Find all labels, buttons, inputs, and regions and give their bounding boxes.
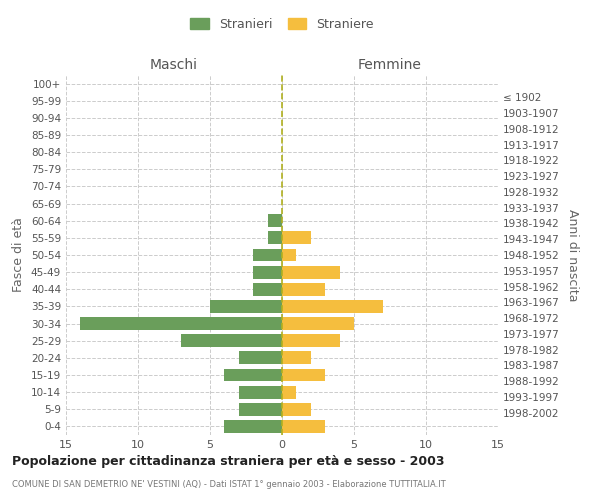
Bar (282, 420, 325, 433)
Bar (282, 334, 340, 347)
Bar (210, 300, 282, 313)
Bar (224, 420, 282, 433)
Bar (282, 283, 325, 296)
Y-axis label: Anni di nascita: Anni di nascita (566, 209, 579, 301)
Bar (282, 368, 325, 382)
Bar (282, 386, 296, 398)
Bar (268, 232, 282, 244)
Text: COMUNE DI SAN DEMETRIO NE' VESTINI (AQ) - Dati ISTAT 1° gennaio 2003 - Elaborazi: COMUNE DI SAN DEMETRIO NE' VESTINI (AQ) … (12, 480, 446, 489)
Bar (253, 248, 282, 262)
Bar (253, 266, 282, 278)
Bar (282, 266, 340, 278)
Bar (239, 403, 282, 415)
Bar (282, 317, 354, 330)
Text: Maschi: Maschi (150, 58, 198, 71)
Bar (282, 248, 296, 262)
Bar (239, 386, 282, 398)
Bar (282, 232, 311, 244)
Text: Femmine: Femmine (358, 58, 422, 71)
Bar (253, 283, 282, 296)
Text: Popolazione per cittadinanza straniera per età e sesso - 2003: Popolazione per cittadinanza straniera p… (12, 455, 445, 468)
Bar (282, 403, 311, 415)
Bar (282, 352, 311, 364)
Bar (282, 300, 383, 313)
Y-axis label: Fasce di età: Fasce di età (13, 218, 25, 292)
Bar (181, 334, 282, 347)
Bar (224, 368, 282, 382)
Bar (239, 352, 282, 364)
Bar (268, 214, 282, 227)
Bar (80, 317, 282, 330)
Legend: Stranieri, Straniere: Stranieri, Straniere (187, 14, 377, 34)
